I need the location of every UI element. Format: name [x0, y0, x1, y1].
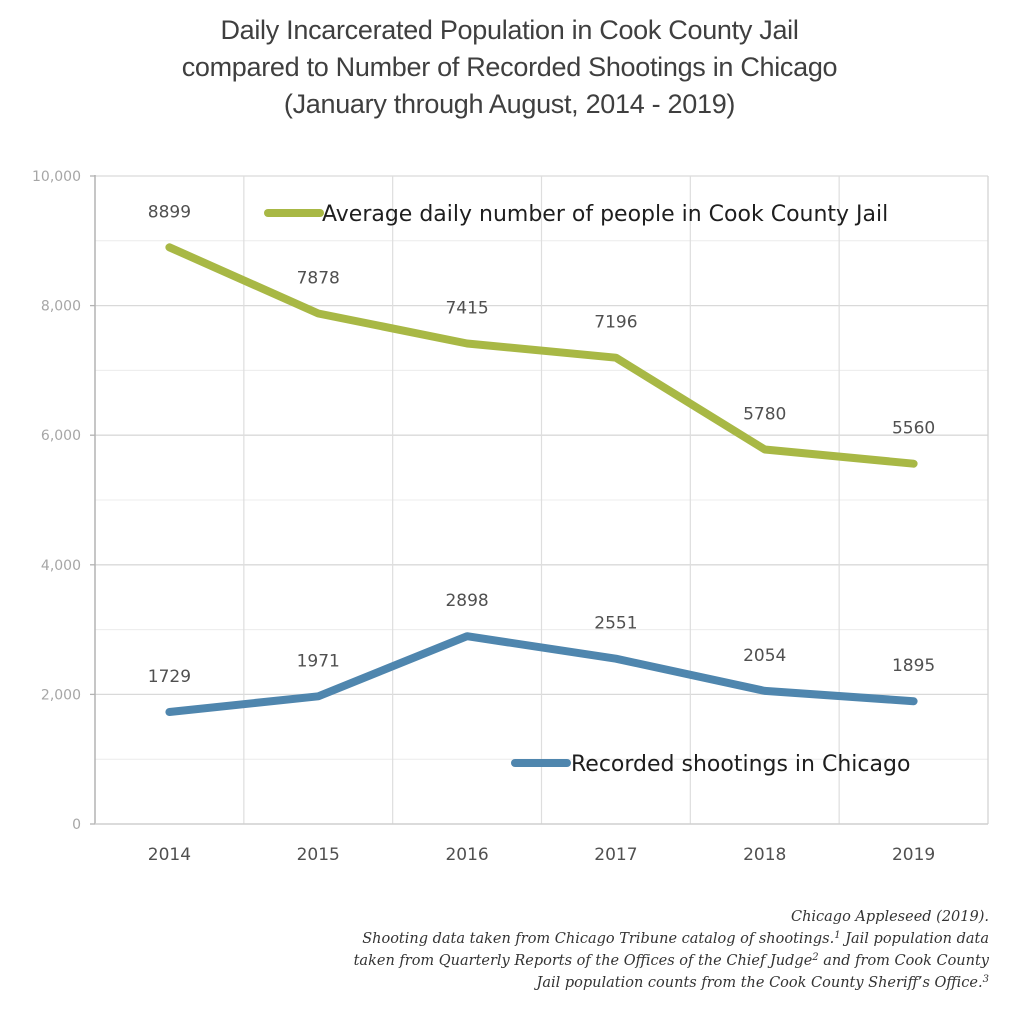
shootings-data-label: 2898 — [445, 591, 488, 611]
y-tick-label: 8,000 — [41, 299, 81, 315]
shootings-data-label: 2054 — [743, 646, 786, 666]
jail-population-data-label: 7196 — [594, 313, 637, 333]
y-tick-label: 2,000 — [41, 687, 81, 703]
chart-title-line-3: (January through August, 2014 - 2019) — [283, 89, 736, 119]
jail-population-line — [165, 243, 918, 468]
y-tick-label: 6,000 — [41, 428, 81, 444]
footnote-2: 2 — [812, 952, 819, 963]
x-axis-tick-labels: 2014 2015 2016 2017 2018 2019 — [148, 845, 935, 865]
series-lines — [165, 243, 918, 716]
source-line-2: Shooting data taken from Chicago Tribune… — [362, 930, 989, 948]
source-note: Chicago Appleseed (2019). Shooting data … — [109, 906, 989, 994]
source-line-4: Jail population counts from the Cook Cou… — [536, 974, 989, 992]
x-tick-label: 2017 — [594, 845, 637, 865]
jail-population-data-label: 7415 — [445, 299, 488, 319]
x-tick-label: 2018 — [743, 845, 786, 865]
x-tick-label: 2019 — [892, 845, 935, 865]
jail-population-data-label: 7878 — [297, 269, 340, 289]
chart-title-line-1: Daily Incarcerated Population in Cook Co… — [220, 15, 799, 45]
jail-population-data-label: 5780 — [743, 404, 786, 424]
source-citation: Chicago Appleseed (2019). — [790, 909, 989, 925]
shootings-data-label: 1895 — [892, 656, 935, 676]
y-tick-label: 4,000 — [41, 558, 81, 574]
gridlines — [95, 175, 989, 824]
footnote-1: 1 — [834, 930, 841, 941]
chart-title: Daily Incarcerated Population in Cook Co… — [0, 12, 1019, 123]
shootings-data-label: 1971 — [297, 651, 340, 671]
jail-population-data-label: 8899 — [148, 202, 191, 222]
x-tick-label: 2015 — [297, 845, 340, 865]
legend-label: Average daily number of people in Cook C… — [322, 202, 888, 227]
footnote-3: 3 — [982, 974, 989, 985]
y-tick-label: 0 — [72, 817, 81, 833]
axes — [90, 175, 988, 825]
shootings-data-label: 1729 — [148, 667, 191, 687]
data-labels: 8899 7878 7415 7196 5780 5560 1729 1971 2898 2551… — [148, 202, 935, 687]
x-tick-label: 2016 — [445, 845, 488, 865]
legend: Average daily number of people in Cook C… — [264, 202, 910, 777]
source-line-3: taken from Quarterly Reports of the Offi… — [353, 952, 989, 970]
x-tick-label: 2014 — [148, 845, 191, 865]
y-tick-label: 10,000 — [32, 169, 81, 185]
chart-title-line-2: compared to Number of Recorded Shootings… — [181, 52, 838, 82]
legend-label: Recorded shootings in Chicago — [571, 752, 910, 777]
shootings-line — [165, 632, 918, 716]
legend-item-jail-population: Average daily number of people in Cook C… — [264, 202, 888, 227]
legend-item-shootings: Recorded shootings in Chicago — [511, 752, 910, 777]
y-axis-tick-labels: 0 2,000 4,000 6,000 8,000 10,000 — [32, 169, 81, 833]
jail-population-data-label: 5560 — [892, 419, 935, 439]
shootings-data-label: 2551 — [594, 614, 637, 634]
